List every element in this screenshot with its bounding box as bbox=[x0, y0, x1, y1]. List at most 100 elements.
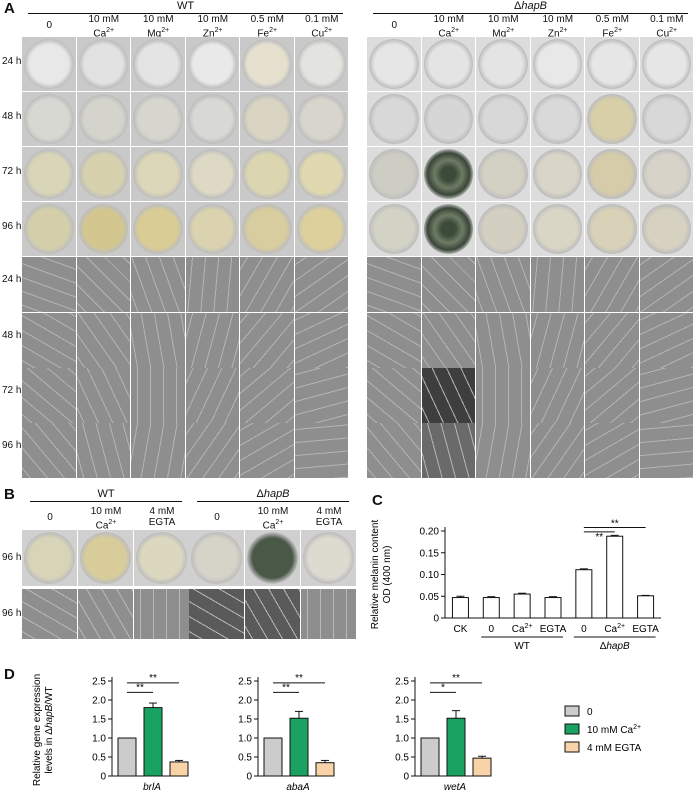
panel-b-condition-label: 0 bbox=[214, 512, 220, 523]
hyphae-micrograph bbox=[22, 257, 76, 312]
panel-a-condition-label: 0 bbox=[391, 20, 398, 31]
hyphae-micrograph bbox=[131, 423, 185, 478]
culture-plate-image bbox=[294, 147, 348, 201]
panel-a-condition-label: 0.1 mM Cu2+ bbox=[650, 14, 684, 40]
melanin-bar bbox=[482, 597, 500, 619]
y-axis-label: Relative gene expressionlevels in ΔhapB/… bbox=[32, 674, 55, 786]
melanin-bar bbox=[513, 593, 531, 619]
hyphae-micrograph bbox=[240, 423, 294, 478]
culture-plate-image bbox=[585, 37, 639, 91]
hyphae-micrograph bbox=[639, 313, 693, 368]
petri-dish bbox=[133, 94, 183, 144]
significance-label: ** bbox=[611, 519, 619, 530]
hyphae-micrograph bbox=[22, 423, 76, 478]
hyphae-micrograph bbox=[189, 589, 244, 639]
panel-a-condition-label: 10 mM Zn2+ bbox=[542, 14, 574, 40]
x-tick-label: EGTA bbox=[540, 624, 567, 635]
culture-plate-image bbox=[476, 147, 530, 201]
culture-plate-image bbox=[294, 92, 348, 146]
legend-label: 4 mM EGTA bbox=[587, 743, 642, 754]
melanin-bar bbox=[637, 595, 655, 619]
hyphae-micrograph bbox=[76, 313, 130, 368]
expression-bar bbox=[117, 737, 137, 777]
hyphae-micrograph bbox=[185, 423, 239, 478]
group-bracket-line bbox=[30, 501, 182, 502]
petri-dish bbox=[78, 94, 128, 144]
petri-dish bbox=[532, 149, 582, 199]
petri-dish bbox=[24, 94, 74, 144]
culture-plate-image bbox=[476, 92, 530, 146]
panel-a-group-hapb: ΔhapB bbox=[373, 0, 688, 14]
hyphae-micrograph bbox=[131, 313, 185, 368]
legend-swatch bbox=[564, 741, 580, 753]
petri-dish bbox=[369, 204, 419, 254]
group-label: WT bbox=[514, 641, 530, 652]
petri-dish bbox=[80, 532, 131, 584]
petri-dish bbox=[369, 39, 419, 89]
panel-letter-a: A bbox=[4, 0, 15, 17]
petri-dish bbox=[587, 204, 637, 254]
y-tick-label: 2.0 bbox=[395, 696, 409, 707]
petri-dish bbox=[187, 94, 237, 144]
petri-dish bbox=[532, 204, 582, 254]
expression-bar bbox=[289, 717, 309, 777]
petri-dish bbox=[296, 94, 346, 144]
y-tick-label: 0.5 bbox=[395, 753, 409, 764]
culture-plate-image bbox=[131, 147, 185, 201]
culture-plate-image bbox=[421, 92, 475, 146]
hyphae-micrograph bbox=[76, 257, 130, 312]
hyphae-micrograph bbox=[585, 423, 639, 478]
significance-label: * bbox=[441, 682, 445, 693]
petri-dish bbox=[532, 39, 582, 89]
melanin-bar bbox=[606, 535, 624, 619]
petri-dish bbox=[187, 149, 237, 199]
panel-b-condition-label: 0 bbox=[47, 512, 53, 523]
panel-a-condition-label: 10 mM Mg2+ bbox=[142, 14, 174, 40]
gene-name-label: abaA bbox=[286, 782, 310, 793]
expression-bar bbox=[143, 707, 163, 777]
expression-bar bbox=[263, 737, 283, 777]
significance-label: ** bbox=[595, 532, 603, 543]
gene-name-label: brlA bbox=[143, 782, 161, 793]
culture-plate-image bbox=[530, 92, 584, 146]
y-tick-label: 0.15 bbox=[420, 548, 440, 559]
petri-dish bbox=[296, 149, 346, 199]
significance-label: ** bbox=[295, 673, 303, 684]
panel-a-time-label: 72 h bbox=[2, 385, 22, 396]
hyphae-micrograph bbox=[294, 423, 348, 478]
legend-swatch bbox=[564, 705, 580, 717]
panel-a-time-label: 96 h bbox=[2, 221, 22, 232]
gene-expression-charts: Relative gene expressionlevels in ΔhapB/… bbox=[32, 673, 642, 793]
culture-plate-image bbox=[78, 530, 133, 586]
y-tick-label: 0 bbox=[100, 772, 106, 783]
panel-a-time-label: 48 h bbox=[2, 330, 22, 341]
hyphae-micrograph bbox=[476, 313, 530, 368]
x-tick-label: CK bbox=[453, 624, 467, 635]
hyphae-micrograph bbox=[367, 257, 421, 312]
hyphae-micrograph bbox=[76, 368, 130, 423]
hyphae-micrograph bbox=[22, 368, 76, 423]
petri-dish bbox=[78, 204, 128, 254]
hyphae-micrograph bbox=[585, 368, 639, 423]
y-tick-label: 1.5 bbox=[92, 715, 106, 726]
culture-plate-image bbox=[639, 202, 693, 256]
hyphae-micrograph bbox=[131, 368, 185, 423]
petri-dish bbox=[242, 149, 292, 199]
culture-plate-image bbox=[22, 202, 76, 256]
panel-b-group-hapb: ΔhapB bbox=[197, 488, 349, 502]
expression-bar bbox=[169, 761, 189, 777]
hyphae-micrograph bbox=[585, 313, 639, 368]
x-tick-label: Ca2+ bbox=[604, 623, 625, 635]
culture-plate-image bbox=[530, 202, 584, 256]
culture-plate-image bbox=[131, 37, 185, 91]
culture-plate-image bbox=[301, 530, 356, 586]
culture-plate-image bbox=[76, 37, 130, 91]
hyphae-micrograph bbox=[421, 368, 475, 423]
y-tick-label: 0.10 bbox=[420, 570, 440, 581]
panel-a-condition-label: 10 mM Mg2+ bbox=[487, 14, 519, 40]
culture-plate-image bbox=[585, 147, 639, 201]
culture-plate-image bbox=[240, 202, 294, 256]
x-tick-label: Ca2+ bbox=[512, 623, 533, 635]
culture-plate-image bbox=[22, 37, 76, 91]
petri-dish bbox=[296, 39, 346, 89]
